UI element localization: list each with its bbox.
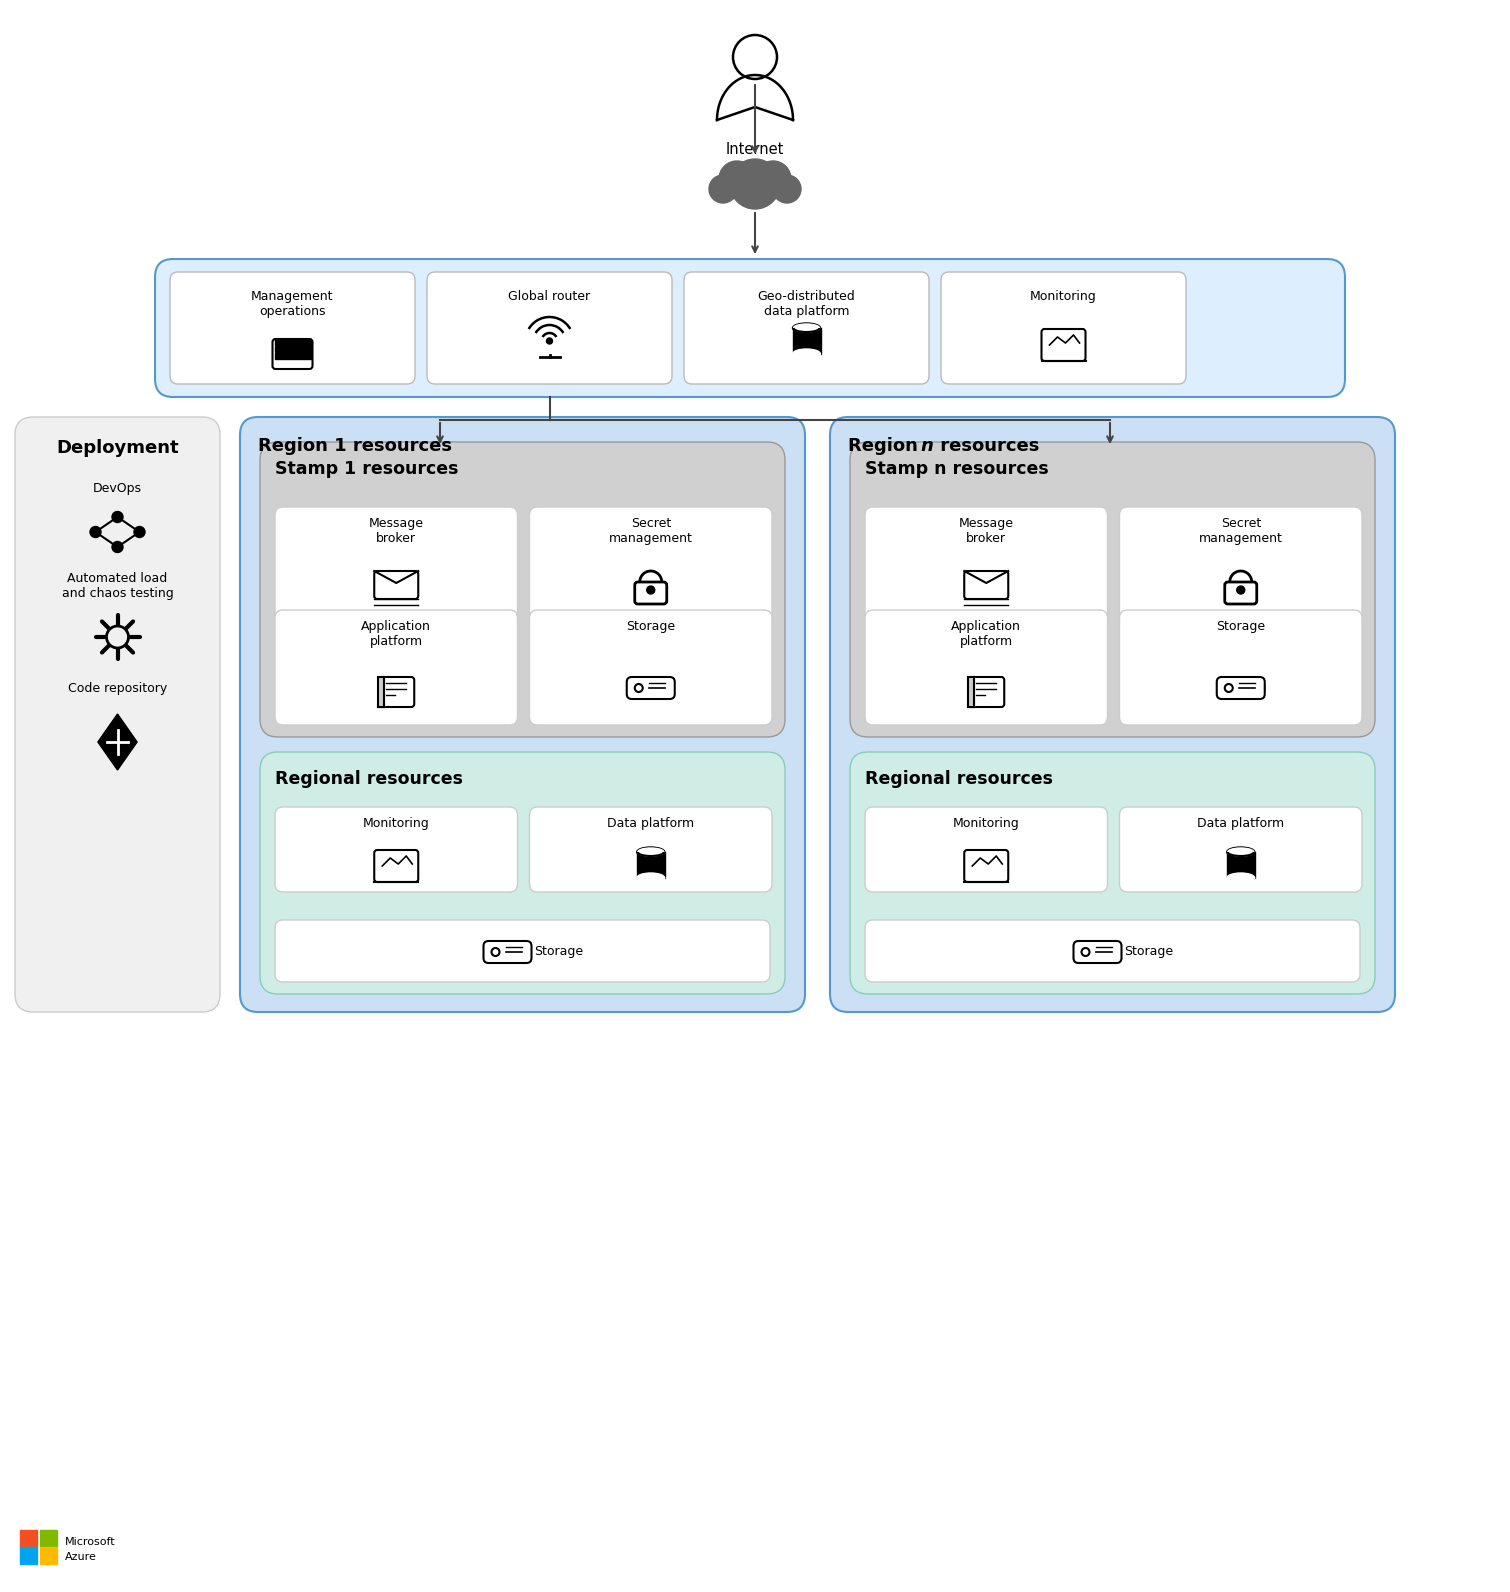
- FancyBboxPatch shape: [865, 920, 1361, 982]
- Bar: [968, 677, 974, 707]
- Ellipse shape: [637, 849, 664, 856]
- Circle shape: [112, 511, 122, 522]
- Text: Management
operations: Management operations: [251, 290, 334, 318]
- FancyBboxPatch shape: [530, 610, 772, 724]
- Text: Region 1 resources: Region 1 resources: [258, 436, 451, 455]
- Bar: [275, 345, 311, 352]
- Text: Storage: Storage: [1216, 619, 1265, 634]
- Circle shape: [729, 159, 781, 209]
- Bar: [39, 1530, 57, 1547]
- Text: Azure: Azure: [65, 1552, 97, 1562]
- Circle shape: [547, 338, 553, 344]
- Ellipse shape: [793, 325, 820, 333]
- FancyBboxPatch shape: [530, 506, 772, 622]
- Bar: [275, 339, 311, 345]
- Circle shape: [1237, 586, 1244, 594]
- Circle shape: [91, 527, 101, 538]
- Bar: [637, 852, 664, 879]
- Text: Message
broker: Message broker: [959, 517, 1013, 544]
- FancyBboxPatch shape: [427, 272, 672, 384]
- Text: Stamp 1 resources: Stamp 1 resources: [275, 460, 459, 478]
- Ellipse shape: [793, 349, 820, 360]
- Bar: [20, 1547, 38, 1563]
- Text: Data platform: Data platform: [1197, 817, 1285, 829]
- Text: Internet: Internet: [726, 142, 784, 158]
- Circle shape: [646, 586, 655, 594]
- FancyBboxPatch shape: [850, 443, 1376, 737]
- FancyBboxPatch shape: [965, 850, 1009, 882]
- Polygon shape: [98, 713, 137, 771]
- Text: Automated load
and chaos testing: Automated load and chaos testing: [62, 572, 174, 600]
- Text: Monitoring: Monitoring: [362, 817, 430, 829]
- FancyBboxPatch shape: [1042, 330, 1086, 361]
- Text: Regional resources: Regional resources: [275, 771, 464, 788]
- FancyBboxPatch shape: [1119, 807, 1362, 892]
- Text: Storage: Storage: [535, 944, 584, 957]
- Text: Geo-distributed
data platform: Geo-distributed data platform: [758, 290, 855, 318]
- Ellipse shape: [1228, 849, 1253, 856]
- FancyBboxPatch shape: [941, 272, 1185, 384]
- Circle shape: [719, 161, 755, 197]
- FancyBboxPatch shape: [275, 920, 770, 982]
- Text: Secret
management: Secret management: [609, 517, 693, 544]
- Text: Monitoring: Monitoring: [953, 817, 1019, 829]
- FancyBboxPatch shape: [171, 272, 415, 384]
- Circle shape: [755, 161, 791, 197]
- Text: n: n: [920, 436, 933, 455]
- FancyBboxPatch shape: [831, 417, 1395, 1013]
- Text: Global router: Global router: [509, 290, 590, 302]
- Ellipse shape: [793, 323, 820, 333]
- Text: DevOps: DevOps: [94, 482, 142, 495]
- Text: resources: resources: [935, 436, 1039, 455]
- Bar: [378, 677, 384, 707]
- FancyBboxPatch shape: [240, 417, 805, 1013]
- Bar: [39, 1547, 57, 1563]
- Bar: [1226, 852, 1255, 879]
- FancyBboxPatch shape: [374, 850, 418, 882]
- Bar: [793, 328, 820, 353]
- FancyBboxPatch shape: [865, 807, 1107, 892]
- Circle shape: [710, 175, 737, 204]
- Text: Region: Region: [849, 436, 924, 455]
- Text: Storage: Storage: [1125, 944, 1173, 957]
- FancyBboxPatch shape: [865, 610, 1107, 724]
- Text: Monitoring: Monitoring: [1030, 290, 1096, 302]
- FancyBboxPatch shape: [1119, 506, 1362, 622]
- Text: Application
platform: Application platform: [951, 619, 1021, 648]
- Text: Storage: Storage: [627, 619, 675, 634]
- Text: Microsoft: Microsoft: [65, 1536, 116, 1547]
- FancyBboxPatch shape: [850, 751, 1376, 993]
- Bar: [720, 185, 790, 197]
- Bar: [20, 1530, 38, 1547]
- FancyBboxPatch shape: [275, 610, 518, 724]
- FancyBboxPatch shape: [1119, 610, 1362, 724]
- FancyBboxPatch shape: [156, 259, 1345, 396]
- Text: Regional resources: Regional resources: [865, 771, 1052, 788]
- FancyBboxPatch shape: [260, 751, 785, 993]
- FancyBboxPatch shape: [15, 417, 220, 1013]
- FancyBboxPatch shape: [275, 807, 518, 892]
- FancyBboxPatch shape: [530, 807, 772, 892]
- Text: Secret
management: Secret management: [1199, 517, 1282, 544]
- Text: Stamp n resources: Stamp n resources: [865, 460, 1049, 478]
- Circle shape: [134, 527, 145, 538]
- FancyBboxPatch shape: [865, 506, 1107, 622]
- Text: Deployment: Deployment: [56, 439, 178, 457]
- Text: Application
platform: Application platform: [361, 619, 432, 648]
- Text: Data platform: Data platform: [607, 817, 695, 829]
- Ellipse shape: [1226, 847, 1255, 856]
- Bar: [275, 353, 311, 360]
- FancyBboxPatch shape: [275, 506, 518, 622]
- Text: Code repository: Code repository: [68, 681, 168, 696]
- FancyBboxPatch shape: [260, 443, 785, 737]
- Ellipse shape: [637, 847, 664, 856]
- Ellipse shape: [1226, 872, 1255, 884]
- Circle shape: [112, 541, 122, 552]
- Text: Message
broker: Message broker: [368, 517, 424, 544]
- Circle shape: [773, 175, 800, 204]
- FancyBboxPatch shape: [684, 272, 929, 384]
- Ellipse shape: [637, 872, 664, 884]
